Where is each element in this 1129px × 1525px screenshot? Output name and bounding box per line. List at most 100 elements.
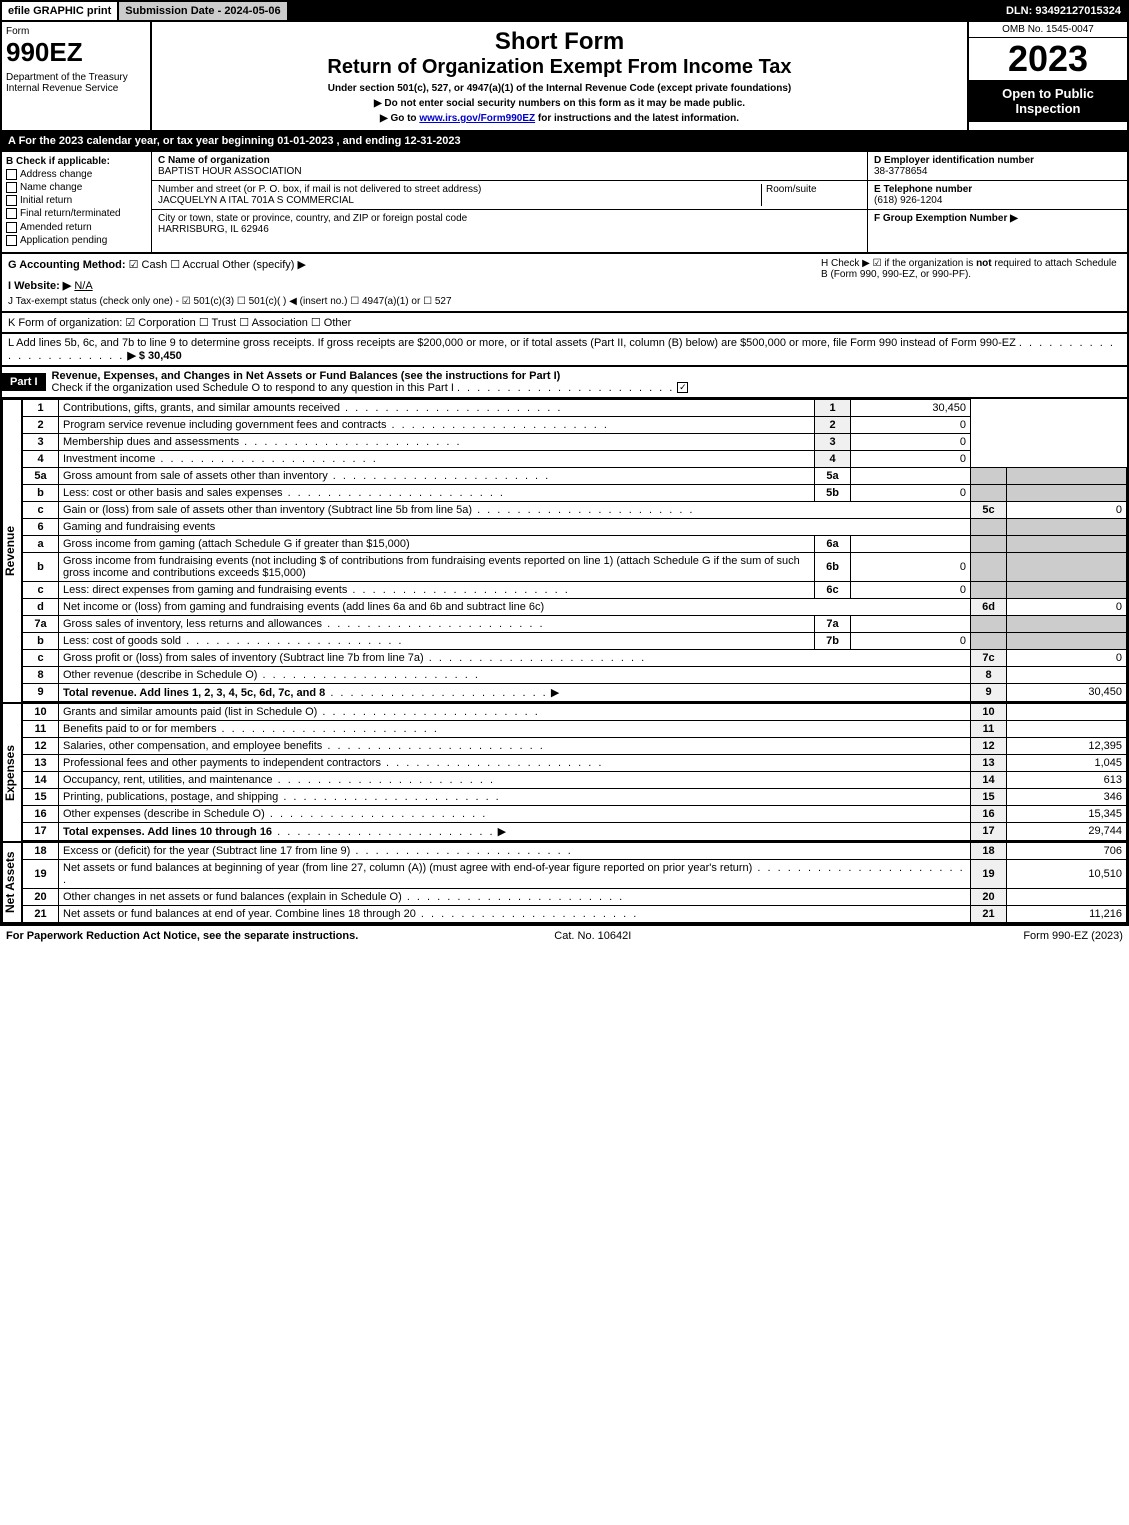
subtitle-3: ▶ Go to www.irs.gov/Form990EZ for instru… bbox=[158, 113, 961, 124]
page-footer: For Paperwork Reduction Act Notice, see … bbox=[0, 925, 1129, 946]
line-k: K Form of organization: ☑ Corporation ☐ … bbox=[0, 313, 1129, 334]
form-label: Form bbox=[6, 26, 146, 37]
line-5b-desc: Less: cost or other basis and sales expe… bbox=[59, 484, 815, 501]
footer-form-ref: Form 990-EZ (2023) bbox=[1023, 930, 1123, 942]
line-4-value: 0 bbox=[851, 450, 971, 467]
line-14-value: 613 bbox=[1007, 771, 1127, 788]
tax-year: 2023 bbox=[969, 38, 1127, 80]
line-9-value: 30,450 bbox=[1007, 683, 1127, 702]
line-6c-value: 0 bbox=[851, 581, 971, 598]
line-15-value: 346 bbox=[1007, 788, 1127, 805]
line-6d-value: 0 bbox=[1007, 598, 1127, 615]
line-6d-desc: Net income or (loss) from gaming and fun… bbox=[59, 598, 971, 615]
line-7c-desc: Gross profit or (loss) from sales of inv… bbox=[59, 649, 971, 666]
line-l: L Add lines 5b, 6c, and 7b to line 9 to … bbox=[0, 334, 1129, 367]
line-12-desc: Salaries, other compensation, and employ… bbox=[59, 737, 971, 754]
group-exemption-label: F Group Exemption Number ▶ bbox=[874, 213, 1018, 224]
line-13-value: 1,045 bbox=[1007, 754, 1127, 771]
line-4-desc: Investment income bbox=[59, 450, 815, 467]
expenses-section: Expenses 10Grants and similar amounts pa… bbox=[0, 703, 1129, 842]
revenue-section: Revenue 1Contributions, gifts, grants, a… bbox=[0, 399, 1129, 703]
line-5c-desc: Gain or (loss) from sale of assets other… bbox=[59, 501, 971, 518]
line-6b-desc: Gross income from fundraising events (no… bbox=[59, 552, 815, 581]
tax-exempt-status: J Tax-exempt status (check only one) - ☑… bbox=[8, 296, 801, 307]
line-10-desc: Grants and similar amounts paid (list in… bbox=[59, 703, 971, 720]
open-to-public: Open to Public Inspection bbox=[969, 80, 1127, 122]
dln-label: DLN: 93492127015324 bbox=[1000, 2, 1127, 20]
line-9-desc: Total revenue. Add lines 1, 2, 3, 4, 5c,… bbox=[59, 683, 971, 702]
line-1-value: 30,450 bbox=[851, 399, 971, 416]
line-6b-value: 0 bbox=[851, 552, 971, 581]
line-6a-desc: Gross income from gaming (attach Schedul… bbox=[59, 535, 815, 552]
revenue-sidelabel: Revenue bbox=[2, 399, 22, 703]
line-11-desc: Benefits paid to or for members bbox=[59, 720, 971, 737]
form-header: Form 990EZ Department of the Treasury In… bbox=[0, 22, 1129, 132]
line-7c-value: 0 bbox=[1007, 649, 1127, 666]
line-6a-value bbox=[851, 535, 971, 552]
footer-catalog: Cat. No. 10642I bbox=[554, 930, 631, 942]
irs-link[interactable]: www.irs.gov/Form990EZ bbox=[419, 113, 535, 124]
part-1-label: Part I bbox=[2, 373, 46, 391]
line-20-value bbox=[1007, 888, 1127, 905]
form-title: Return of Organization Exempt From Incom… bbox=[158, 56, 961, 79]
line-10-value bbox=[1007, 703, 1127, 720]
line-11-value bbox=[1007, 720, 1127, 737]
line-15-desc: Printing, publications, postage, and shi… bbox=[59, 788, 971, 805]
line-7b-value: 0 bbox=[851, 632, 971, 649]
line-5a-desc: Gross amount from sale of assets other t… bbox=[59, 467, 815, 484]
org-name: BAPTIST HOUR ASSOCIATION bbox=[158, 166, 302, 177]
expenses-sidelabel: Expenses bbox=[2, 703, 22, 842]
revenue-table: 1Contributions, gifts, grants, and simil… bbox=[22, 399, 1127, 703]
line-19-value: 10,510 bbox=[1007, 859, 1127, 888]
cb-final-return[interactable]: Final return/terminated bbox=[20, 209, 121, 220]
line-8-value bbox=[1007, 666, 1127, 683]
footer-left: For Paperwork Reduction Act Notice, see … bbox=[6, 930, 358, 942]
line-14-desc: Occupancy, rent, utilities, and maintena… bbox=[59, 771, 971, 788]
line-5b-value: 0 bbox=[851, 484, 971, 501]
line-2-value: 0 bbox=[851, 416, 971, 433]
line-21-desc: Net assets or fund balances at end of ye… bbox=[59, 905, 971, 922]
row-a-tax-year: A For the 2023 calendar year, or tax yea… bbox=[0, 132, 1129, 152]
phone: (618) 926-1204 bbox=[874, 195, 942, 206]
net-assets-table: 18Excess or (deficit) for the year (Subt… bbox=[22, 842, 1127, 923]
section-h: H Check ▶ ☑ if the organization is not r… bbox=[821, 258, 1121, 307]
form-number: 990EZ bbox=[6, 37, 146, 68]
box-d-e-f: D Employer identification number38-37786… bbox=[867, 152, 1127, 252]
submission-date: Submission Date - 2024-05-06 bbox=[117, 2, 288, 20]
subtitle-2: ▶ Do not enter social security numbers o… bbox=[158, 98, 961, 109]
line-16-value: 15,345 bbox=[1007, 805, 1127, 822]
section-b-to-f: B Check if applicable: Address change Na… bbox=[0, 152, 1129, 254]
room-suite-label: Room/suite bbox=[766, 184, 817, 195]
subtitle-1: Under section 501(c), 527, or 4947(a)(1)… bbox=[158, 83, 961, 94]
line-20-desc: Other changes in net assets or fund bala… bbox=[59, 888, 971, 905]
cb-address-change[interactable]: Address change bbox=[20, 169, 92, 180]
box-c: C Name of organizationBAPTIST HOUR ASSOC… bbox=[152, 152, 867, 252]
part-1-header: Part I Revenue, Expenses, and Changes in… bbox=[0, 367, 1129, 399]
line-12-value: 12,395 bbox=[1007, 737, 1127, 754]
cb-initial-return[interactable]: Initial return bbox=[20, 195, 72, 206]
line-5c-value: 0 bbox=[1007, 501, 1127, 518]
line-7b-desc: Less: cost of goods sold bbox=[59, 632, 815, 649]
line-6c-desc: Less: direct expenses from gaming and fu… bbox=[59, 581, 815, 598]
accounting-method: ☑ Cash ☐ Accrual Other (specify) ▶ bbox=[129, 259, 306, 271]
expenses-table: 10Grants and similar amounts paid (list … bbox=[22, 703, 1127, 842]
efile-print-button[interactable]: efile GRAPHIC print bbox=[2, 2, 117, 20]
cb-application-pending[interactable]: Application pending bbox=[20, 235, 107, 246]
line-16-desc: Other expenses (describe in Schedule O) bbox=[59, 805, 971, 822]
line-1-desc: Contributions, gifts, grants, and simila… bbox=[59, 399, 815, 416]
dept-label: Department of the Treasury Internal Reve… bbox=[6, 72, 146, 94]
cb-name-change[interactable]: Name change bbox=[20, 182, 82, 193]
net-assets-section: Net Assets 18Excess or (deficit) for the… bbox=[0, 842, 1129, 925]
line-6-desc: Gaming and fundraising events bbox=[59, 518, 971, 535]
website-value: N/A bbox=[74, 280, 92, 292]
street-address: JACQUELYN A ITAL 701A S COMMERCIAL bbox=[158, 195, 354, 206]
line-19-desc: Net assets or fund balances at beginning… bbox=[59, 859, 971, 888]
cb-amended-return[interactable]: Amended return bbox=[20, 222, 92, 233]
city-state-zip: HARRISBURG, IL 62946 bbox=[158, 224, 269, 235]
schedule-o-checkbox[interactable] bbox=[677, 382, 688, 393]
top-bar: efile GRAPHIC print Submission Date - 20… bbox=[0, 0, 1129, 22]
box-b: B Check if applicable: Address change Na… bbox=[2, 152, 152, 252]
line-7a-desc: Gross sales of inventory, less returns a… bbox=[59, 615, 815, 632]
line-3-desc: Membership dues and assessments bbox=[59, 433, 815, 450]
line-2-desc: Program service revenue including govern… bbox=[59, 416, 815, 433]
